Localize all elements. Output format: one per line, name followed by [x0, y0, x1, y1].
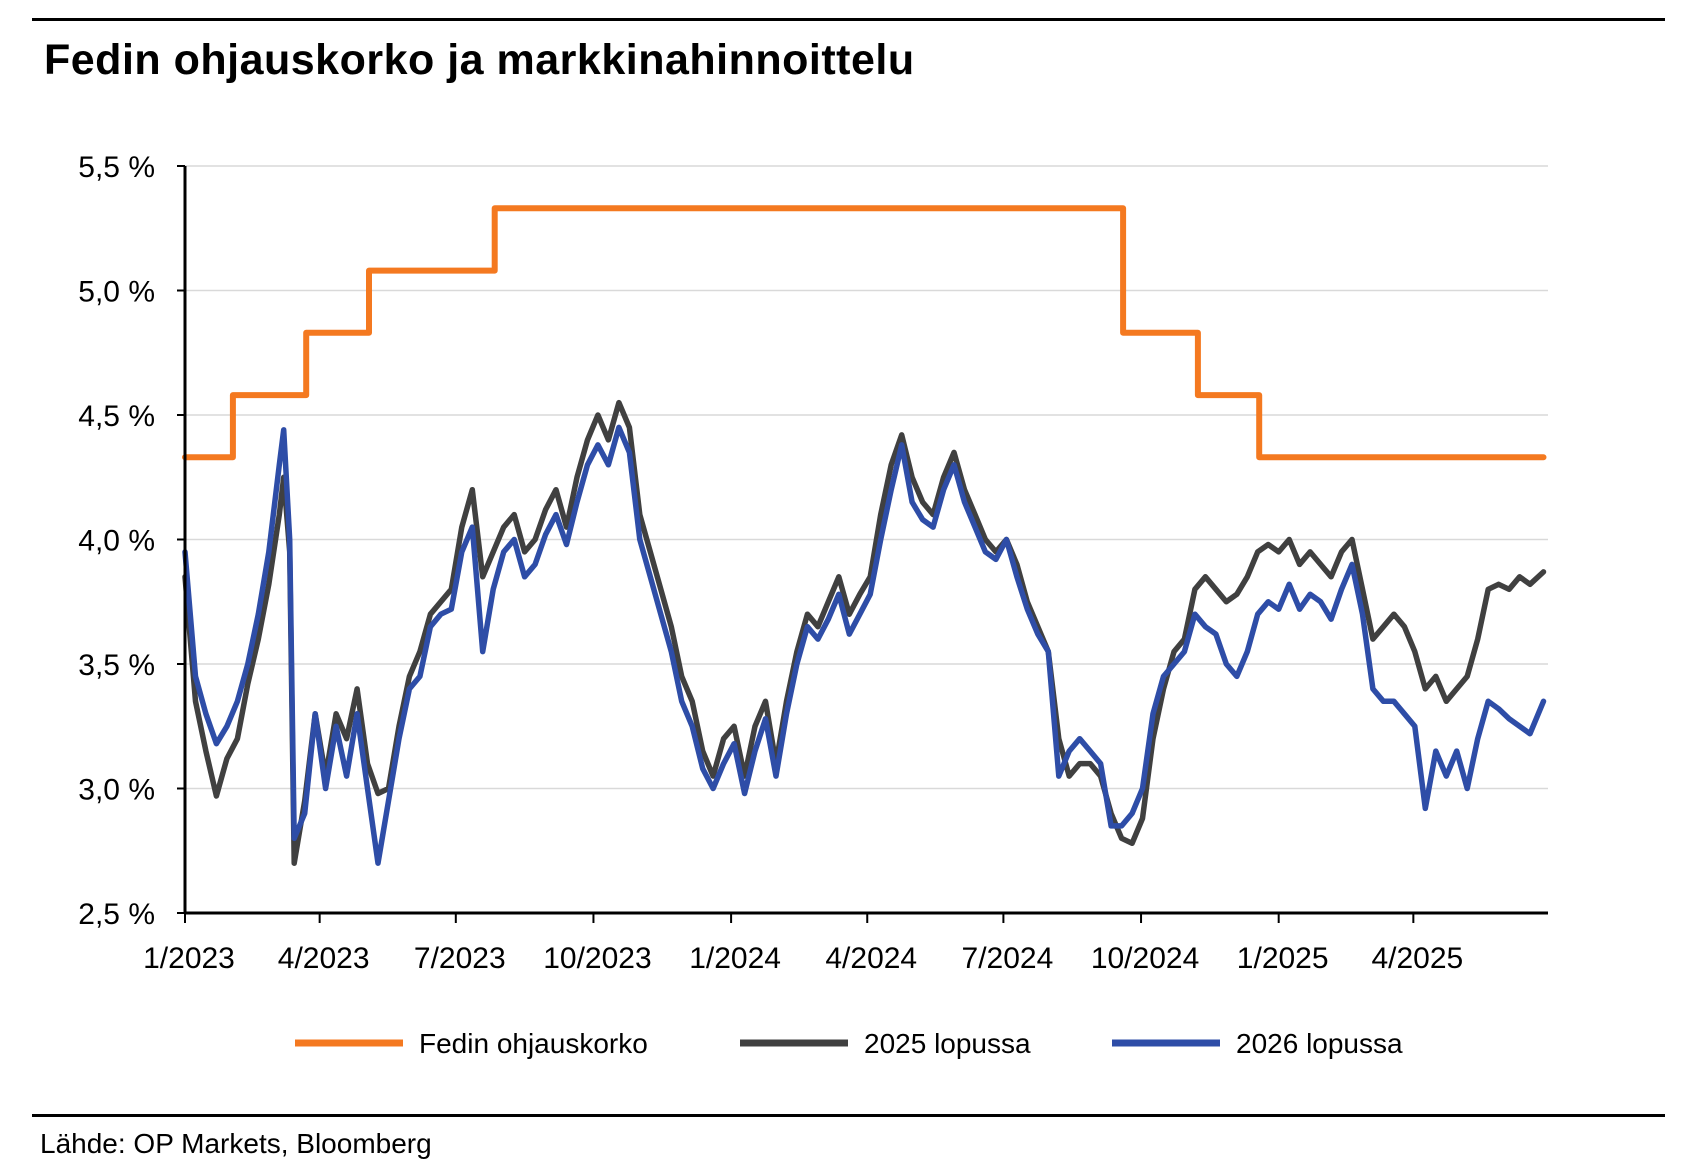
x-tick-label: 4/2024: [825, 942, 917, 975]
top-rule: [32, 18, 1665, 21]
source-note: Lähde: OP Markets, Bloomberg: [40, 1128, 432, 1159]
y-tick-label: 4,0 %: [78, 525, 155, 558]
series-line-3: [182, 424, 1547, 866]
x-tick-label: 1/2024: [689, 942, 781, 975]
gridlines: [185, 165, 1548, 790]
legend-label: Fedin ohjauskorko: [419, 1028, 648, 1059]
legend-label: 2026 lopussa: [1236, 1028, 1403, 1059]
y-tick-label: 5,0 %: [78, 276, 155, 309]
x-tick-label: 7/2024: [962, 942, 1054, 975]
x-tick-label: 10/2024: [1091, 942, 1199, 975]
legend-label: 2025 lopussa: [864, 1028, 1031, 1059]
y-tick-label: 4,5 %: [78, 400, 155, 433]
y-axis-ticks: 2,5 % 3,0 % 3,5 % 4,0 % 4,5 % 5,0 % 5,5 %: [78, 151, 185, 931]
series-line-1: [182, 205, 1547, 461]
x-tick-label: 4/2023: [278, 942, 370, 975]
x-tick-label: 10/2023: [543, 942, 651, 975]
legend: Fedin ohjauskorko 2025 lopussa 2026 lopuss…: [295, 1028, 1403, 1059]
x-tick-label: 4/2025: [1371, 942, 1463, 975]
x-tick-label: 1/2025: [1237, 942, 1329, 975]
chart-title: Fedin ohjauskorko ja markkinahinnoittelu: [44, 36, 915, 84]
y-tick-label: 3,0 %: [78, 774, 155, 807]
bottom-rule: [32, 1114, 1665, 1117]
y-tick-label: 2,5 %: [78, 898, 155, 931]
y-tick-label: 3,5 %: [78, 649, 155, 682]
x-tick-label: 1/2023: [143, 942, 235, 975]
series-group: [182, 205, 1547, 866]
y-tick-label: 5,5 %: [78, 151, 155, 184]
x-axis-ticks: 1/2023 4/2023 7/2023 10/2023 1/2024 4/2024 7/2…: [143, 913, 1463, 975]
x-tick-label: 7/2023: [414, 942, 506, 975]
